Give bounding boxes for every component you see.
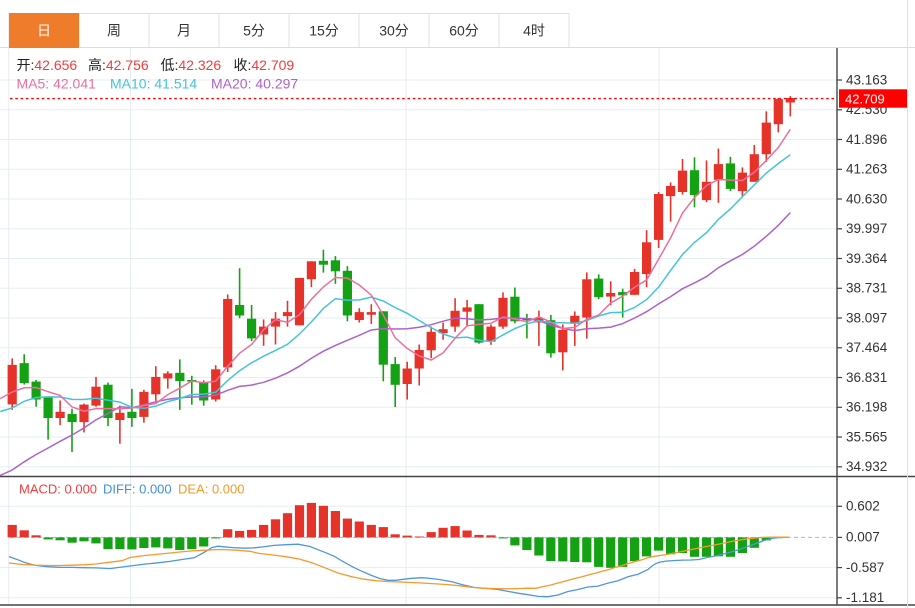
svg-text:37.464: 37.464	[846, 340, 888, 355]
svg-text:36.831: 36.831	[846, 370, 887, 385]
svg-text:日: 日	[37, 23, 51, 39]
svg-text:月: 月	[177, 23, 191, 39]
svg-text:0.602: 0.602	[846, 499, 880, 514]
svg-text:低:42.326: 低:42.326	[161, 57, 222, 73]
svg-text:周: 周	[107, 23, 121, 39]
svg-text:34.932: 34.932	[846, 459, 887, 474]
svg-text:41.263: 41.263	[846, 162, 887, 177]
svg-text:30分: 30分	[379, 23, 409, 39]
svg-text:15分: 15分	[309, 23, 339, 39]
svg-text:35.565: 35.565	[846, 429, 887, 444]
svg-text:-0.587: -0.587	[846, 560, 884, 575]
svg-text:收:42.709: 收:42.709	[234, 57, 295, 73]
svg-text:DIFF: 0.000: DIFF: 0.000	[103, 482, 172, 497]
svg-text:DEA: 0.000: DEA: 0.000	[178, 482, 245, 497]
svg-text:0.007: 0.007	[846, 530, 880, 545]
svg-text:开:42.656: 开:42.656	[17, 57, 78, 73]
svg-text:-1.181: -1.181	[846, 590, 884, 605]
svg-text:高:42.756: 高:42.756	[88, 57, 149, 73]
svg-text:39.364: 39.364	[846, 251, 888, 266]
svg-text:60分: 60分	[449, 23, 479, 39]
svg-text:39.997: 39.997	[846, 221, 887, 236]
svg-text:36.198: 36.198	[846, 400, 887, 415]
svg-text:38.097: 38.097	[846, 310, 887, 325]
svg-text:MA5: 42.041: MA5: 42.041	[17, 76, 97, 92]
svg-text:MACD: 0.000: MACD: 0.000	[19, 482, 97, 497]
svg-text:4时: 4时	[523, 23, 545, 39]
svg-text:38.731: 38.731	[846, 281, 887, 296]
svg-text:5分: 5分	[243, 23, 265, 39]
svg-text:42.709: 42.709	[845, 91, 885, 106]
svg-text:41.896: 41.896	[846, 132, 887, 147]
svg-text:40.630: 40.630	[846, 191, 887, 206]
svg-text:MA10: 41.514: MA10: 41.514	[110, 76, 197, 92]
svg-text:43.163: 43.163	[846, 72, 887, 87]
svg-text:MA20: 40.297: MA20: 40.297	[211, 76, 298, 92]
